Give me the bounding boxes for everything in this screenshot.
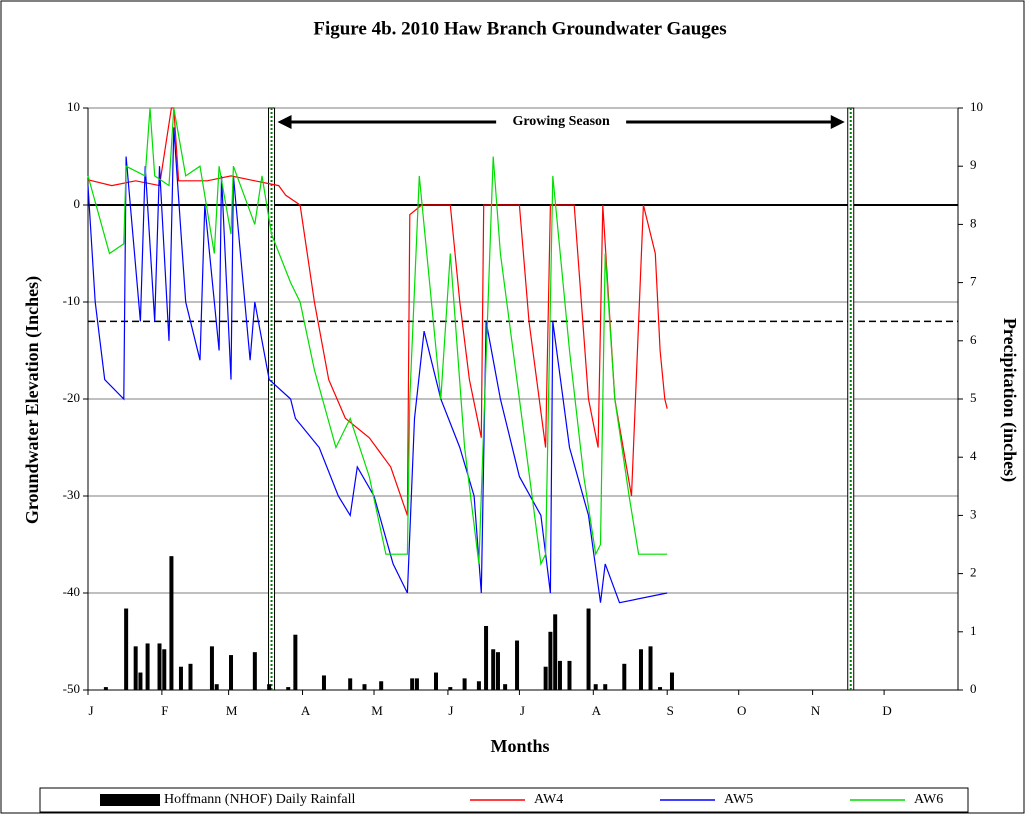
rain-bar bbox=[586, 608, 591, 690]
annotation: Growing Season bbox=[512, 114, 610, 129]
y2-axis-label: Precipitation (inches) bbox=[999, 318, 1020, 482]
rain-bar bbox=[567, 660, 572, 690]
rain-bar bbox=[462, 678, 467, 690]
y-tick-label: -30 bbox=[63, 487, 80, 502]
season-boundary bbox=[847, 107, 855, 691]
x-tick-label: D bbox=[882, 703, 891, 718]
rain-bar bbox=[138, 672, 143, 690]
rain-bar bbox=[658, 687, 663, 690]
y-tick-label: -40 bbox=[63, 584, 80, 599]
y2-tick-label: 3 bbox=[970, 506, 977, 521]
rain-bar bbox=[593, 684, 598, 690]
rain-bar bbox=[548, 631, 553, 690]
y2-tick-label: 4 bbox=[970, 448, 977, 463]
rain-bar bbox=[448, 687, 453, 690]
y2-tick-label: 8 bbox=[970, 215, 977, 230]
x-axis-label: Months bbox=[490, 736, 549, 756]
rain-bar bbox=[162, 649, 167, 690]
legend-swatch bbox=[100, 794, 160, 806]
y2-tick-label: 0 bbox=[970, 681, 977, 696]
y-tick-label: -10 bbox=[63, 293, 80, 308]
rain-bar bbox=[515, 640, 520, 690]
rain-bar bbox=[348, 678, 353, 690]
rain-bar bbox=[495, 652, 500, 690]
x-tick-label: M bbox=[226, 703, 238, 718]
y-tick-label: -20 bbox=[63, 390, 80, 405]
season-boundary bbox=[268, 107, 276, 691]
x-tick-label: J bbox=[520, 703, 525, 718]
rain-bar bbox=[188, 663, 193, 690]
rain-bar bbox=[103, 687, 108, 690]
y2-tick-label: 1 bbox=[970, 623, 977, 638]
rain-bar bbox=[491, 649, 496, 690]
legend-label: AW6 bbox=[914, 792, 943, 807]
x-tick-label: M bbox=[371, 703, 383, 718]
rain-bar bbox=[434, 672, 438, 690]
rain-bar bbox=[553, 614, 558, 690]
legend-label: AW5 bbox=[724, 792, 753, 807]
y-tick-label: 10 bbox=[67, 99, 80, 114]
y2-tick-label: 5 bbox=[970, 390, 977, 405]
y2-tick-label: 7 bbox=[970, 274, 977, 289]
x-tick-label: S bbox=[667, 703, 674, 718]
rain-bar bbox=[252, 652, 257, 690]
series-line bbox=[87, 127, 668, 604]
x-tick-label: O bbox=[737, 703, 746, 718]
y2-tick-label: 10 bbox=[970, 99, 983, 114]
y2-tick-label: 2 bbox=[970, 565, 977, 580]
rain-bar bbox=[124, 608, 129, 690]
y-tick-label: -50 bbox=[63, 681, 80, 696]
rain-bar bbox=[178, 666, 183, 690]
rain-bar bbox=[648, 646, 653, 690]
rain-bar bbox=[414, 678, 419, 690]
rain-bar bbox=[557, 660, 562, 690]
rain-bar bbox=[133, 646, 138, 690]
rain-bar bbox=[476, 681, 481, 690]
series-line bbox=[87, 107, 668, 566]
rain-bar bbox=[669, 672, 674, 690]
y2-tick-label: 6 bbox=[970, 332, 977, 347]
rain-bar bbox=[603, 684, 608, 690]
rain-bar bbox=[293, 634, 298, 690]
rain-bar bbox=[145, 643, 150, 690]
x-tick-label: A bbox=[301, 703, 311, 718]
rain-bar bbox=[410, 678, 415, 690]
rain-bar bbox=[321, 675, 326, 690]
rain-bar bbox=[503, 684, 508, 690]
legend-label: Hoffmann (NHOF) Daily Rainfall bbox=[164, 792, 356, 807]
chart-title: Figure 4b. 2010 Haw Branch Groundwater G… bbox=[313, 18, 726, 39]
rain-bar bbox=[638, 649, 643, 690]
rain-bar bbox=[379, 681, 384, 690]
y2-tick-label: 9 bbox=[970, 157, 977, 172]
annotation-bg bbox=[496, 112, 627, 132]
rain-bar bbox=[214, 684, 219, 690]
rain-bar bbox=[267, 684, 272, 690]
x-tick-label: N bbox=[811, 703, 821, 718]
rain-bar bbox=[286, 687, 291, 690]
rain-bar bbox=[157, 643, 162, 690]
rain-bar bbox=[484, 625, 489, 690]
rain-bar bbox=[229, 655, 234, 690]
x-tick-label: A bbox=[592, 703, 602, 718]
rain-bar bbox=[543, 666, 548, 690]
y-axis-label: Groundwater Elevation (Inches) bbox=[22, 276, 43, 524]
rain-bar bbox=[362, 684, 367, 690]
arrow-head bbox=[277, 115, 292, 129]
rain-bar bbox=[622, 663, 627, 690]
rain-bar bbox=[209, 646, 214, 690]
rain-bar bbox=[169, 556, 174, 690]
legend-label: AW4 bbox=[534, 792, 563, 807]
x-tick-label: F bbox=[161, 703, 168, 718]
x-tick-label: J bbox=[88, 703, 93, 718]
y-tick-label: 0 bbox=[74, 196, 81, 211]
arrow-head bbox=[830, 115, 845, 129]
x-tick-label: J bbox=[448, 703, 453, 718]
